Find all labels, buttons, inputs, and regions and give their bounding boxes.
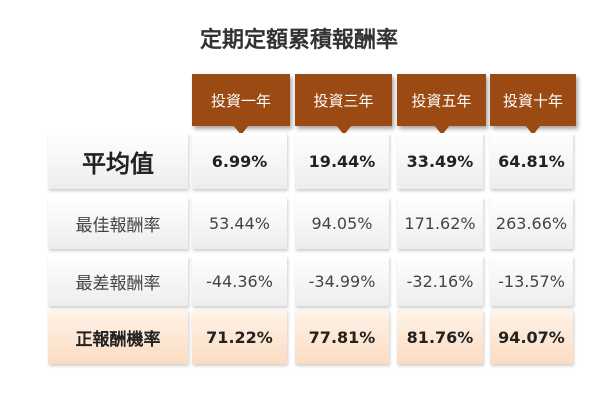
title: 定期定額累積報酬率 — [199, 28, 398, 53]
table-cell: 77.81% — [295, 310, 389, 364]
row-label: 平均值 — [48, 133, 188, 189]
table-cell: -13.57% — [490, 256, 573, 306]
table-cell: 94.05% — [295, 197, 389, 249]
column-header: 投資五年 — [397, 74, 486, 135]
header-pointer — [525, 125, 541, 135]
table-cell: 94.07% — [490, 310, 573, 364]
table-cell: -44.36% — [192, 256, 287, 306]
row-label: 正報酬機率 — [48, 310, 188, 364]
table-cell: 33.49% — [397, 133, 483, 189]
table-cell: -34.99% — [295, 256, 389, 306]
row-label: 最差報酬率 — [48, 256, 188, 306]
table-cell: 19.44% — [295, 133, 389, 189]
table-cell: 171.62% — [397, 197, 483, 249]
table-cell: 263.66% — [490, 197, 573, 249]
table-cell: 6.99% — [192, 133, 287, 189]
header-pointer — [233, 125, 249, 135]
table-cell: 64.81% — [490, 133, 573, 189]
header-pointer — [335, 125, 352, 135]
column-header: 投資一年 — [192, 74, 290, 135]
table-cell: -32.16% — [397, 256, 483, 306]
column-header: 投資十年 — [490, 74, 576, 135]
table-cell: 81.76% — [397, 310, 483, 364]
table-cell: 53.44% — [192, 197, 287, 249]
header-pointer — [433, 125, 450, 135]
table-cell: 71.22% — [192, 310, 287, 364]
column-header: 投資三年 — [295, 74, 392, 135]
row-label: 最佳報酬率 — [48, 197, 188, 249]
